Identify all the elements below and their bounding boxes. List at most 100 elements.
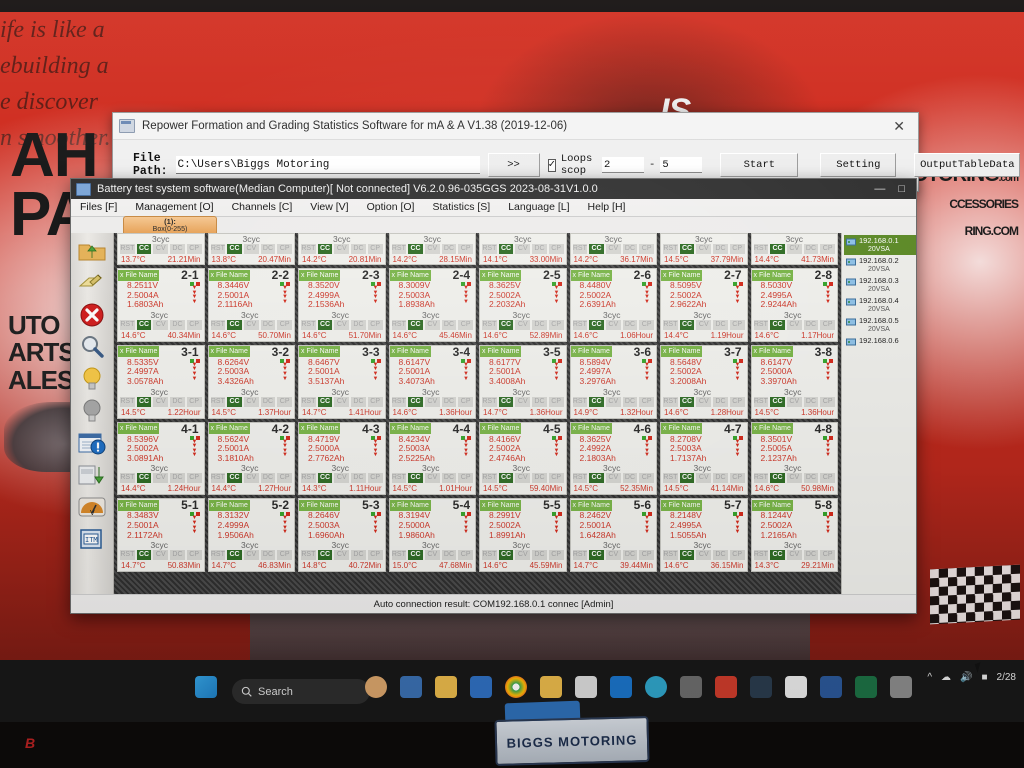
file-name-badge[interactable]: x File Name	[480, 499, 522, 511]
channel-cell[interactable]: x File Name 5-3 8.2646V 2.5003A 1.6960Ah 3cyc…	[298, 498, 386, 573]
file-name-badge[interactable]: x File Name	[389, 346, 431, 358]
channel-cell[interactable]: x File Name 2-8 8.5030V 2.4995A 2.9244Ah 3cyc…	[750, 268, 838, 342]
channel-cell[interactable]: x File Name 3-3 8.6467V 2.5001A 3.5137Ah 3cyc…	[298, 344, 386, 419]
device-list-item[interactable]: 192.168.0.6	[844, 335, 916, 348]
channel-cell[interactable]: x File Name 2-1 8.2511V 2.5004A 1.6803Ah 3cyc…	[117, 268, 205, 342]
start-button[interactable]: Start	[720, 153, 799, 177]
channel-cell[interactable]: x File Name 4-8 8.3501V 2.5005A 2.1237Ah 3cyc…	[750, 421, 838, 496]
channel-cell[interactable]: x File Name 5-5 8.2991V 2.5002A 1.8991Ah 3cyc…	[479, 498, 567, 573]
chart-icon[interactable]: V	[75, 492, 109, 521]
file-name-badge[interactable]: x File Name	[208, 269, 250, 281]
battery-icon[interactable]: ■	[981, 672, 988, 683]
loops-scope-group[interactable]: Loops scop -	[547, 153, 703, 177]
menu-item-files[interactable]: Files [F]	[80, 201, 118, 213]
word-icon[interactable]	[820, 676, 842, 698]
channel-cell[interactable]: 3cyc RST CC CV DC CP 14.2°C 36.17Min	[569, 233, 657, 265]
file-name-badge[interactable]: x File Name	[570, 423, 612, 435]
settings-icon[interactable]	[890, 676, 912, 698]
channel-cell[interactable]: x File Name 2-6 8.4480V 2.5002A 2.6391Ah 3cyc…	[569, 268, 657, 342]
tab-bar[interactable]: (1): Box(0-255)	[71, 216, 916, 234]
device-list-item[interactable]: 192.168.0.3 20VSA	[844, 275, 916, 295]
channel-cell[interactable]: 3cyc RST CC CV DC CP 13.7°C 21.21Min	[117, 233, 205, 265]
channel-cell[interactable]: 3cyc RST CC CV DC CP 14.2°C 20.81Min	[298, 233, 386, 265]
menu-item-management[interactable]: Management [O]	[135, 201, 214, 213]
channel-cell[interactable]: 3cyc RST CC CV DC CP 14.2°C 28.15Min	[388, 233, 476, 265]
volume-icon[interactable]: 🔊	[960, 672, 973, 683]
loops-from-input[interactable]	[602, 157, 645, 173]
setting-button[interactable]: Setting	[820, 153, 897, 177]
taskbar-icon-group[interactable]	[195, 676, 217, 698]
channel-cell[interactable]: x File Name 3-8 8.6147V 2.5000A 3.3970Ah 3cyc…	[750, 344, 838, 419]
channel-cell[interactable]: x File Name 4-3 8.4719V 2.5000A 2.7762Ah 3cyc…	[298, 421, 386, 496]
file-name-badge[interactable]: x File Name	[208, 423, 250, 435]
file-name-badge[interactable]: x File Name	[751, 499, 793, 511]
menu-bar[interactable]: Files [F] Management [O] Channels [C] View …	[71, 199, 916, 217]
edge-icon[interactable]	[645, 676, 667, 698]
file-name-badge[interactable]: x File Name	[118, 346, 160, 358]
loops-to-input[interactable]	[660, 157, 703, 173]
file-name-badge[interactable]: x File Name	[208, 346, 250, 358]
recycle-icon[interactable]	[715, 676, 737, 698]
battery-test-window[interactable]: Battery test system software(Median Comp…	[70, 178, 984, 673]
channel-cell[interactable]: x File Name 3-6 8.5894V 2.4997A 3.2976Ah 3cyc…	[569, 344, 657, 419]
export-icon[interactable]	[75, 460, 109, 489]
channel-cell[interactable]: x File Name 5-1 8.3483V 2.5001A 2.1172Ah 3cyc…	[117, 498, 205, 573]
channel-cell[interactable]: x File Name 5-8 8.1244V 2.5002A 1.2165Ah 3cyc…	[750, 498, 838, 573]
system-tray[interactable]: ^ ☁ 🔊 ■ 2/28	[927, 672, 1016, 683]
file-name-badge[interactable]: x File Name	[661, 423, 703, 435]
channel-cell[interactable]: x File Name 5-2 8.3132V 2.4999A 1.9506Ah 3cyc…	[207, 498, 295, 573]
channel-cell[interactable]: x File Name 4-7 8.2708V 2.5003A 1.7137Ah 3cyc…	[660, 421, 748, 496]
channel-cell[interactable]: x File Name 2-5 8.3625V 2.5002A 2.2032Ah 3cyc…	[479, 268, 567, 342]
file-name-badge[interactable]: x File Name	[751, 423, 793, 435]
file-name-badge[interactable]: x File Name	[570, 269, 612, 281]
channel-cell[interactable]: x File Name 4-5 8.4166V 2.5002A 2.4746Ah 3cyc…	[479, 421, 567, 496]
maximize-icon[interactable]: □	[898, 183, 905, 195]
teams-icon[interactable]	[365, 676, 387, 698]
file-name-badge[interactable]: x File Name	[661, 269, 703, 281]
excel-icon[interactable]	[855, 676, 877, 698]
bulb-on-icon[interactable]	[75, 364, 109, 393]
paint-icon[interactable]	[785, 676, 807, 698]
battery-titlebar[interactable]: Battery test system software(Median Comp…	[71, 179, 916, 199]
media-icon[interactable]	[575, 676, 597, 698]
bulb-off-icon[interactable]	[75, 396, 109, 425]
file-name-badge[interactable]: x File Name	[570, 499, 612, 511]
edit-note-icon[interactable]	[75, 268, 109, 297]
stop-icon[interactable]	[75, 300, 109, 329]
menu-item-channels[interactable]: Channels [C]	[231, 201, 293, 213]
file-name-badge[interactable]: x File Name	[389, 423, 431, 435]
file-name-badge[interactable]: x File Name	[661, 346, 703, 358]
device-list-item[interactable]: 192.168.0.2 20VSA	[844, 255, 916, 275]
file-name-badge[interactable]: x File Name	[480, 423, 522, 435]
output-table-data-button[interactable]: OutputTableData	[914, 153, 1021, 177]
channel-cell[interactable]: x File Name 2-7 8.5095V 2.5002A 2.9622Ah 3cyc…	[660, 268, 748, 342]
file-name-badge[interactable]: x File Name	[299, 423, 341, 435]
file-name-badge[interactable]: x File Name	[751, 269, 793, 281]
channel-cell[interactable]: 3cyc RST CC CV DC CP 14.4°C 41.73Min	[750, 233, 838, 265]
file-name-badge[interactable]: x File Name	[751, 346, 793, 358]
file-name-badge[interactable]: x File Name	[118, 269, 160, 281]
device-list-item[interactable]: 192.168.0.5 20VSA	[844, 315, 916, 335]
channel-cell[interactable]: x File Name 4-2 8.5624V 2.5001A 3.1810Ah 3cyc…	[207, 421, 295, 496]
file-name-badge[interactable]: x File Name	[480, 269, 522, 281]
channel-cell[interactable]: x File Name 2-4 8.3009V 2.5003A 1.8938Ah 3cyc…	[388, 268, 476, 342]
channel-cell[interactable]: x File Name 5-4 8.3194V 2.5000A 1.9860Ah 3cyc…	[388, 498, 476, 573]
taskbar-search-box[interactable]: Search	[232, 679, 370, 704]
device-list-panel[interactable]: 192.168.0.1 20VSA 192.168.0.2 20VSA 192.168.…	[841, 233, 916, 595]
file-name-badge[interactable]: x File Name	[208, 499, 250, 511]
device-list-item[interactable]: 192.168.0.4 20VSA	[844, 295, 916, 315]
tab-box-0-255[interactable]: (1): Box(0-255)	[123, 216, 217, 234]
channel-cell[interactable]: x File Name 3-1 8.5335V 2.4997A 3.0578Ah 3cyc…	[117, 344, 205, 419]
itm-notebook-icon[interactable]: ITM	[75, 524, 109, 553]
channel-cell[interactable]: x File Name 3-2 8.6264V 2.5003A 3.4326Ah 3cyc…	[207, 344, 295, 419]
calc-icon[interactable]	[680, 676, 702, 698]
open-folder-icon[interactable]	[75, 236, 109, 265]
browse-button[interactable]: >>	[487, 153, 540, 177]
file-name-badge[interactable]: x File Name	[570, 346, 612, 358]
menu-item-language[interactable]: Language [L]	[508, 201, 570, 213]
folder-icon[interactable]	[540, 676, 562, 698]
close-icon[interactable]: ✕	[893, 117, 905, 134]
file-name-badge[interactable]: x File Name	[299, 346, 341, 358]
channel-cell[interactable]: x File Name 3-7 8.5648V 2.5002A 3.2008Ah 3cyc…	[660, 344, 748, 419]
widgets-icon[interactable]	[400, 676, 422, 698]
